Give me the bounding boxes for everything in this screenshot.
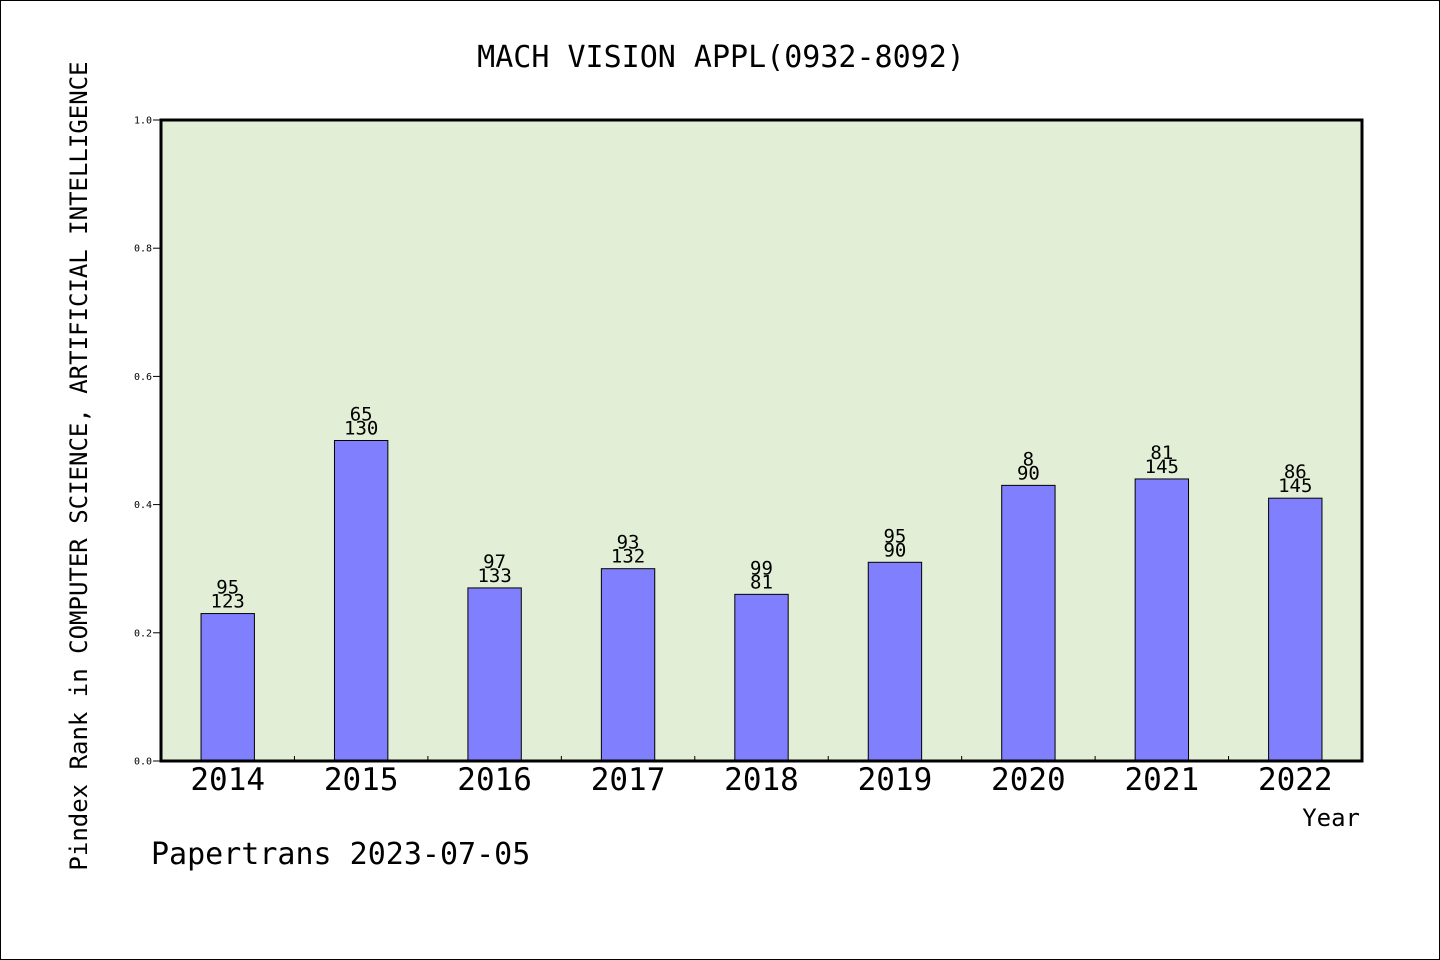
y-tick-label: 0.4 — [134, 500, 152, 511]
bar-rank-label: 65 — [350, 404, 373, 426]
x-tick-label: 2022 — [1258, 762, 1333, 798]
x-tick-label: 2019 — [858, 762, 933, 798]
bar-rank-label: 86 — [1284, 461, 1307, 483]
bar-rank-label: 95 — [216, 577, 239, 599]
x-tick-label: 2018 — [724, 762, 799, 798]
bar-total-label: 123 — [211, 591, 245, 613]
bar — [467, 587, 522, 762]
plot-border — [159, 118, 1364, 763]
footer-source-date: Papertrans 2023-07-05 — [151, 837, 530, 872]
bar-rank-label: 99 — [750, 557, 773, 579]
bar-rank-label: 97 — [483, 551, 506, 573]
bar — [333, 440, 389, 762]
bar-total-label: 90 — [1017, 462, 1040, 484]
x-tick-label: 2016 — [457, 762, 532, 798]
y-tick-label: 0.0 — [134, 757, 152, 768]
x-axis-label: Year — [1302, 804, 1360, 832]
bar — [1134, 478, 1190, 762]
y-tick-label: 0.6 — [134, 372, 152, 383]
y-axis-label: Pindex Rank in COMPUTER SCIENCE, ARTIFIC… — [65, 61, 93, 870]
bar-total-label: 133 — [477, 565, 511, 587]
bar-rank-label: 95 — [883, 525, 906, 547]
bar-rank-label: 93 — [617, 532, 640, 554]
bar-total-label: 81 — [750, 571, 773, 593]
bar — [1001, 484, 1056, 762]
bar-total-label: 132 — [611, 546, 645, 568]
bar-rank-label: 81 — [1150, 442, 1173, 464]
x-tick-label: 2015 — [324, 762, 399, 798]
bar-total-label: 130 — [344, 418, 378, 440]
bar-total-label: 145 — [1278, 475, 1312, 497]
bar-total-label: 90 — [883, 539, 906, 561]
bar — [734, 593, 789, 762]
bar — [867, 561, 923, 762]
x-axis-ticks: 2014 2015 2016 2017 2018 2019 2020 2021 2022 — [190, 756, 1333, 798]
x-tick-label: 2017 — [591, 762, 666, 798]
bar-rank-label: 8 — [1023, 448, 1034, 470]
y-axis-ticks: 0.0 0.2 0.4 0.6 0.8 1.0 — [134, 116, 161, 768]
x-tick-label: 2020 — [991, 762, 1066, 798]
x-tick-label: 2021 — [1125, 762, 1200, 798]
bar — [600, 568, 656, 762]
x-tick-label: 2014 — [190, 762, 265, 798]
y-tick-label: 0.2 — [134, 628, 152, 639]
bar — [200, 613, 255, 762]
y-tick-label: 1.0 — [134, 116, 152, 127]
bar-total-label: 145 — [1145, 456, 1179, 478]
chart-title: MACH VISION APPL(0932-8092) — [477, 40, 965, 75]
bar — [1268, 497, 1323, 762]
bars — [200, 440, 1323, 762]
y-tick-label: 0.8 — [134, 244, 152, 255]
